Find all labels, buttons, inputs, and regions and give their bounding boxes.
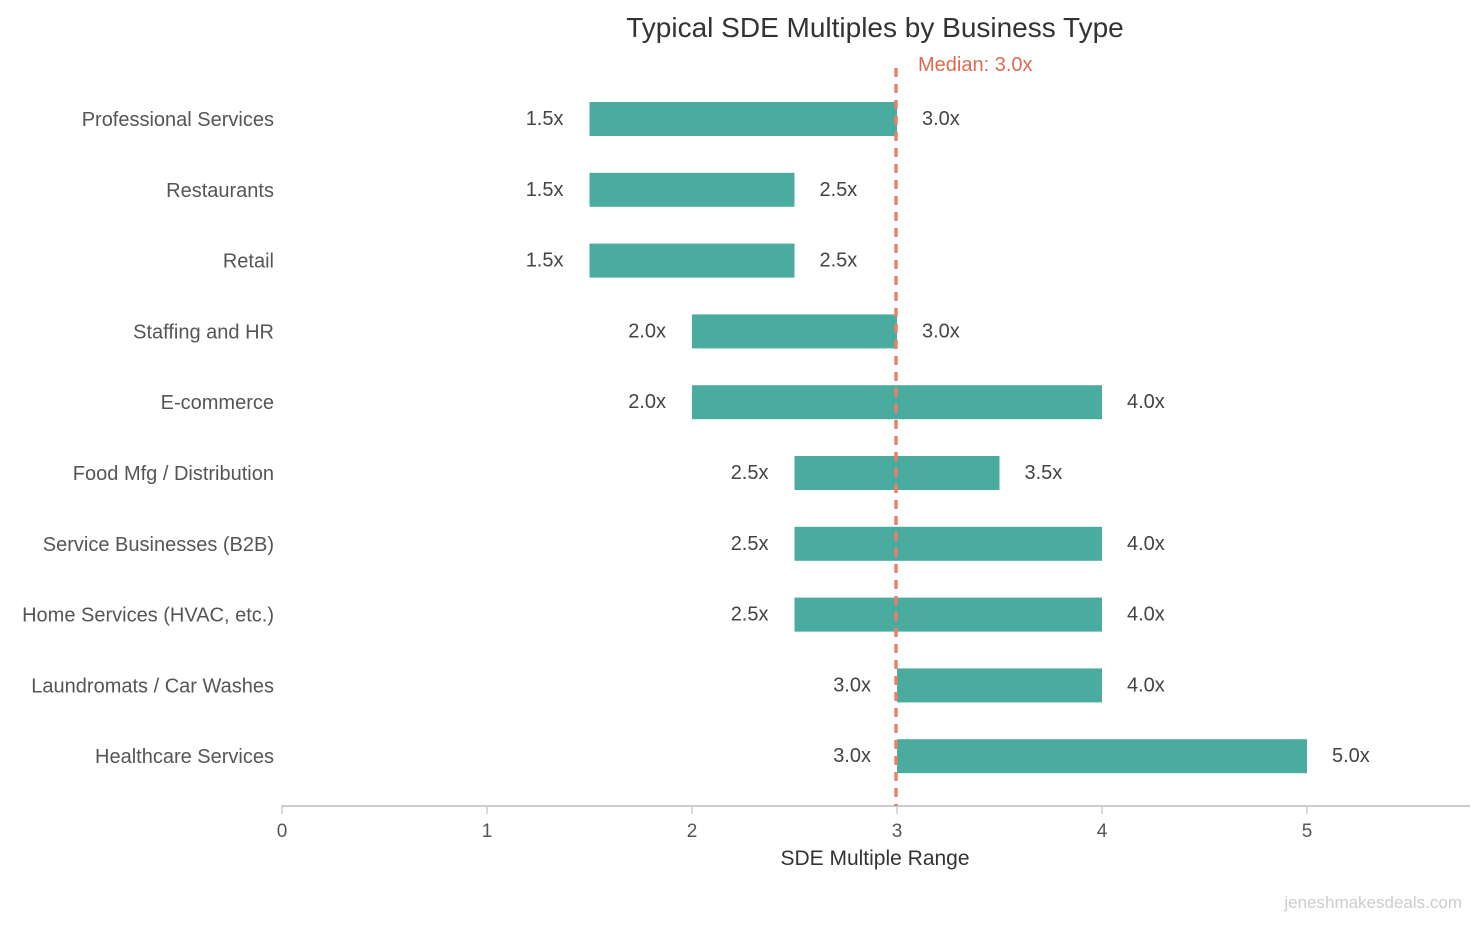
x-tick-label: 3 — [892, 821, 903, 842]
high-value-label: 3.0x — [922, 320, 960, 342]
low-value-label: 2.0x — [628, 320, 666, 342]
low-value-label: 1.5x — [526, 179, 564, 201]
high-value-label: 4.0x — [1127, 391, 1165, 413]
x-tick-label: 0 — [277, 821, 288, 842]
range-bar — [794, 526, 1102, 561]
low-value-label: 1.5x — [526, 250, 564, 272]
category-label: Service Businesses (B2B) — [43, 534, 274, 556]
x-tick-label: 2 — [687, 821, 698, 842]
range-bar — [589, 102, 897, 136]
low-value-label: 2.0x — [628, 391, 666, 413]
high-value-label: 4.0x — [1127, 674, 1165, 696]
low-value-label: 3.0x — [833, 745, 871, 767]
high-value-label: 5.0x — [1332, 745, 1370, 767]
x-axis-ticks: 0 1 2 3 4 5 — [277, 806, 1313, 842]
range-bar — [897, 668, 1102, 703]
category-label: Healthcare Services — [95, 746, 274, 768]
category-label: Retail — [223, 251, 274, 273]
high-value-label: 4.0x — [1127, 533, 1165, 555]
high-value-label: 3.5x — [1025, 462, 1063, 484]
median-label: Median: 3.0x — [918, 54, 1033, 76]
high-value-label: 4.0x — [1127, 604, 1165, 626]
range-bar — [589, 243, 795, 278]
x-tick-label: 1 — [482, 821, 493, 842]
watermark: jeneshmakesdeals.com — [1283, 893, 1462, 912]
category-label: Restaurants — [166, 180, 274, 202]
value-labels: 1.5x 3.0x 1.5x 2.5x 1.5x 2.5x 2.0x 3.0x 2.0x 4.0x… — [526, 108, 1370, 767]
category-labels: Professional Services Restaurants Retail St… — [22, 109, 274, 768]
range-bar — [692, 314, 897, 349]
category-label: E-commerce — [161, 392, 274, 414]
range-bar — [589, 172, 795, 207]
high-value-label: 2.5x — [820, 179, 858, 201]
range-bar — [794, 597, 1102, 632]
x-tick-label: 4 — [1097, 821, 1108, 842]
category-label: Laundromats / Car Washes — [31, 675, 274, 697]
low-value-label: 2.5x — [731, 533, 769, 555]
x-axis-title: SDE Multiple Range — [780, 847, 969, 870]
low-value-label: 2.5x — [731, 462, 769, 484]
category-label: Food Mfg / Distribution — [73, 463, 274, 485]
range-bar — [897, 739, 1307, 774]
bars-group — [589, 102, 1307, 774]
category-label: Professional Services — [82, 109, 274, 131]
high-value-label: 2.5x — [820, 250, 858, 272]
high-value-label: 3.0x — [922, 108, 960, 130]
low-value-label: 3.0x — [833, 674, 871, 696]
category-label: Home Services (HVAC, etc.) — [22, 605, 274, 627]
low-value-label: 1.5x — [526, 108, 564, 130]
x-tick-label: 5 — [1302, 821, 1313, 842]
low-value-label: 2.5x — [731, 604, 769, 626]
category-label: Staffing and HR — [133, 321, 274, 343]
chart-title: Typical SDE Multiples by Business Type — [626, 12, 1123, 43]
